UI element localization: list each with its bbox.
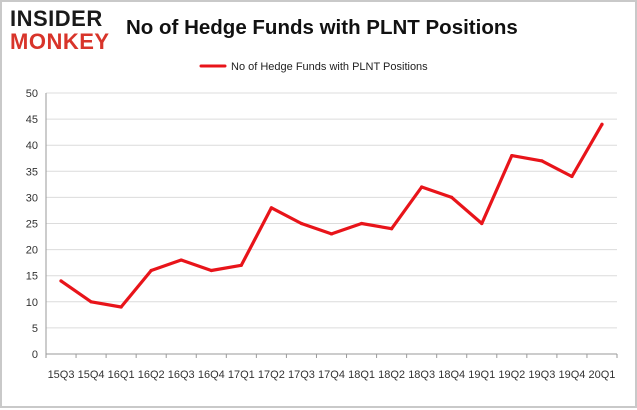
data-point-19Q1	[480, 221, 484, 226]
legend-label: No of Hedge Funds with PLNT Positions	[231, 61, 428, 73]
grid-lines	[46, 92, 617, 329]
x-tick-label-16Q2: 16Q2	[138, 369, 165, 381]
data-point-15Q4	[89, 300, 93, 304]
data-point-18Q1	[359, 221, 364, 226]
data-point-20Q1	[600, 122, 604, 126]
y-tick-labels: 0 5 10 15 20 25 30 35 40 45 50	[26, 88, 38, 361]
data-point-15Q3	[59, 279, 63, 283]
y-tick-label-45: 45	[26, 114, 38, 126]
x-tick-label-19Q1: 19Q1	[468, 369, 495, 381]
y-tick-label-40: 40	[26, 140, 38, 152]
x-tick-label-15Q3: 15Q3	[48, 369, 75, 381]
data-point-19Q2	[510, 154, 514, 158]
insider-monkey-logo: INSIDER MONKEY	[10, 8, 120, 54]
data-point-16Q3	[179, 258, 183, 262]
data-point-18Q2	[390, 227, 394, 231]
data-point-18Q4	[450, 195, 454, 199]
x-tick-label-17Q4: 17Q4	[318, 369, 345, 381]
x-tick-label-18Q1: 18Q1	[348, 369, 375, 381]
x-tick-label-19Q4: 19Q4	[558, 369, 585, 381]
axes	[45, 93, 618, 358]
x-tick-label-18Q3: 18Q3	[408, 369, 435, 381]
series-line-0	[59, 122, 604, 309]
data-point-19Q4	[570, 174, 574, 179]
y-tick-label-30: 30	[26, 192, 38, 204]
x-tick-label-17Q2: 17Q2	[258, 369, 285, 381]
x-tick-label-17Q3: 17Q3	[288, 369, 315, 381]
data-point-16Q1	[119, 305, 123, 309]
x-tick-label-16Q3: 16Q3	[168, 369, 195, 381]
y-tick-label-35: 35	[26, 166, 38, 178]
data-point-18Q3	[420, 185, 424, 189]
y-tick-label-0: 0	[32, 349, 38, 361]
x-tick-label-17Q1: 17Q1	[228, 369, 255, 381]
x-tick-label-16Q4: 16Q4	[198, 369, 225, 381]
data-point-19Q3	[540, 159, 544, 163]
logo-line-2: MONKEY	[10, 29, 110, 54]
x-tick-label-15Q4: 15Q4	[78, 369, 105, 381]
x-tick-label-20Q1: 20Q1	[589, 369, 616, 381]
series-lines	[59, 122, 604, 309]
data-point-17Q2	[269, 206, 273, 210]
x-tick-label-19Q2: 19Q2	[498, 369, 525, 381]
y-tick-label-10: 10	[26, 297, 38, 309]
x-tick-label-18Q4: 18Q4	[438, 369, 465, 381]
y-tick-label-15: 15	[26, 271, 38, 283]
y-tick-label-50: 50	[26, 88, 38, 100]
data-point-17Q4	[329, 232, 334, 236]
data-point-17Q3	[299, 221, 304, 226]
x-tick-label-18Q2: 18Q2	[378, 369, 405, 381]
y-tick-label-25: 25	[26, 219, 38, 231]
data-point-17Q1	[239, 263, 243, 267]
data-point-16Q4	[209, 268, 213, 273]
y-tick-label-5: 5	[32, 323, 38, 335]
chart-title: No of Hedge Funds with PLNT Positions	[126, 16, 518, 39]
legend: No of Hedge Funds with PLNT Positions	[199, 61, 428, 73]
x-tick-labels: 15Q3 15Q4 16Q1 16Q2 16Q3 16Q4 17Q1 17Q2 17Q3 17Q4…	[48, 369, 616, 381]
data-point-16Q2	[149, 268, 153, 273]
x-tick-label-16Q1: 16Q1	[108, 369, 135, 381]
x-tick-label-19Q3: 19Q3	[528, 369, 555, 381]
y-tick-label-20: 20	[26, 245, 38, 257]
logo-line-1: INSIDER	[10, 6, 103, 31]
